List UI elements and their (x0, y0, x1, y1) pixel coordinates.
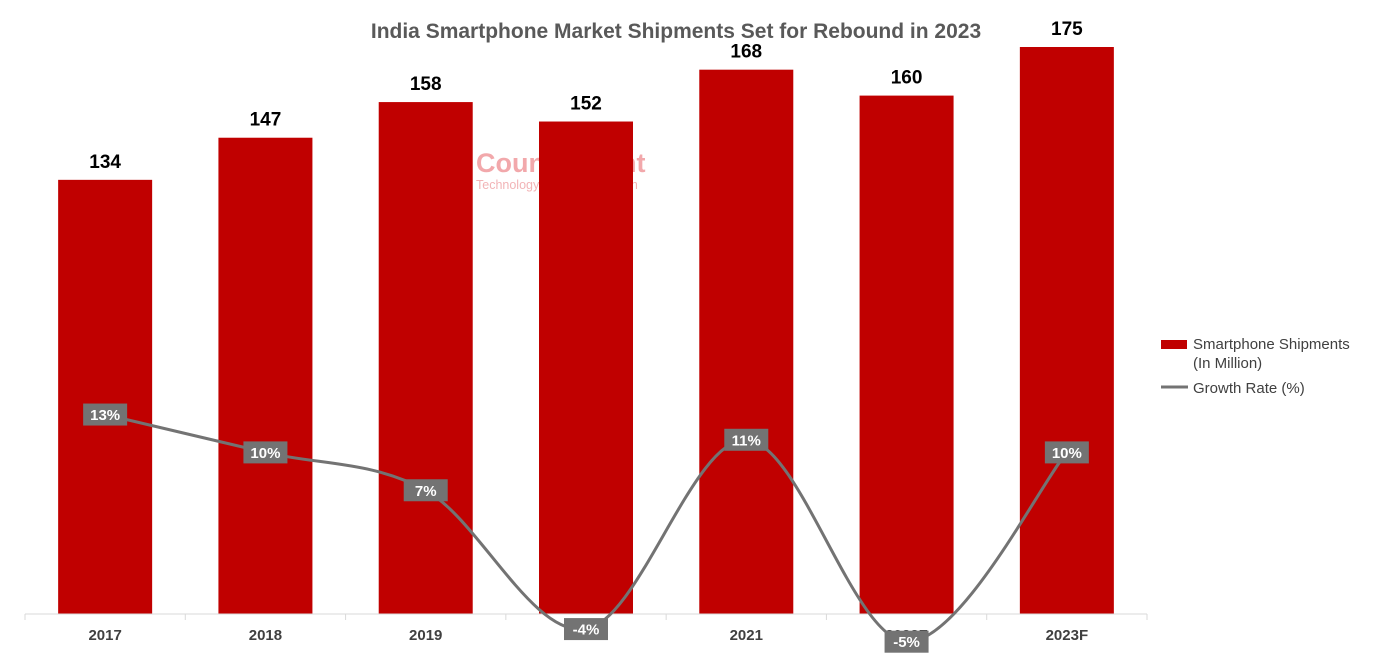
legend-bar-label-line2: (In Million) (1193, 355, 1262, 372)
growth-label-box (83, 403, 128, 426)
growth-label-2023f: 10% (1044, 441, 1089, 464)
x-tick-label: 2019 (409, 627, 442, 644)
bar-value-label: 152 (570, 94, 602, 115)
growth-label-text: 10% (1052, 445, 1082, 462)
bar-2017 (58, 179, 153, 614)
bar-value-label: 134 (89, 152, 121, 173)
growth-label-text: -5% (893, 634, 920, 651)
legend-bar-label-line1: Smartphone Shipments (1193, 336, 1350, 353)
bars-layer (58, 47, 1114, 615)
bar-2018 (218, 137, 313, 614)
growth-label-box (884, 630, 929, 653)
x-axis-ticks (24, 614, 1148, 620)
legend-bar-swatch (1161, 340, 1187, 349)
growth-label-text: 11% (732, 432, 761, 449)
bar-2019 (378, 102, 473, 614)
x-tick-label: 2018 (249, 627, 282, 644)
bar-value-label: 147 (250, 110, 282, 131)
growth-label-text: -4% (573, 622, 600, 639)
growth-label-2017: 13% (83, 403, 128, 426)
growth-label-box (403, 479, 448, 502)
growth-label-text: 7% (415, 483, 437, 500)
growth-label-2019: 7% (403, 479, 448, 502)
bar-value-label: 160 (891, 68, 923, 89)
x-tick-label: 2021 (730, 627, 763, 644)
growth-label-box (564, 618, 608, 641)
x-tick-label: 2023F (1046, 627, 1089, 644)
growth-label-2022f: -5% (884, 630, 929, 653)
bar-2021 (699, 69, 794, 615)
growth-label-2018: 10% (243, 441, 288, 464)
x-tick-label: 2017 (88, 627, 121, 644)
growth-rate-labels: 13% 10% 7% -4% 11% -5% 10% (83, 403, 1089, 653)
legend: Smartphone Shipments (In Million) Growth… (1161, 336, 1350, 397)
bar-value-labels: 134 147 158 152 168 160 175 (89, 19, 1083, 173)
bar-value-label: 158 (410, 74, 442, 95)
chart-title: India Smartphone Market Shipments Set fo… (371, 20, 981, 43)
legend-line-label: Growth Rate (%) (1193, 380, 1305, 397)
growth-label-2020: -4% (564, 618, 608, 641)
growth-label-box (1044, 441, 1089, 464)
growth-label-box (724, 428, 769, 451)
bar-2023f (1019, 47, 1114, 614)
bar-2020 (539, 121, 633, 615)
growth-label-text: 10% (250, 445, 280, 462)
bar-2022f (859, 95, 954, 615)
bar-value-label: 168 (730, 42, 762, 63)
growth-label-text: 13% (90, 407, 120, 424)
bar-value-label: 175 (1051, 19, 1083, 40)
growth-label-2021: 11% (724, 428, 769, 451)
growth-label-box (243, 441, 288, 464)
